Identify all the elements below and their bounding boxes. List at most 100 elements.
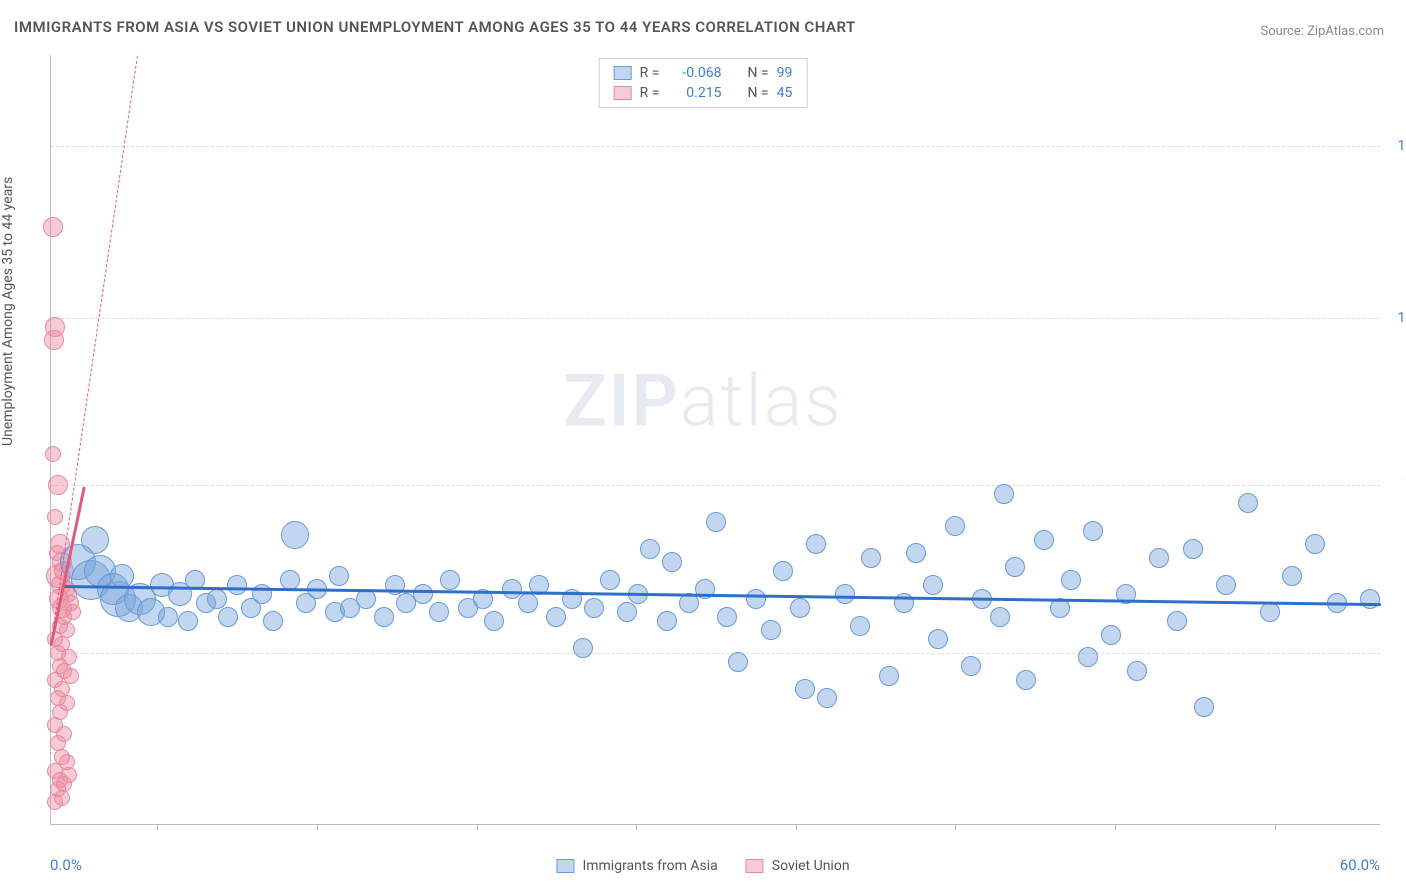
asia-point xyxy=(706,512,726,532)
asia-point xyxy=(1167,611,1187,631)
asia-point xyxy=(790,598,810,618)
gridline xyxy=(51,653,1380,654)
x-tick xyxy=(796,824,797,830)
asia-point xyxy=(429,602,449,622)
y-tick-label: 3.8% xyxy=(1385,645,1406,661)
asia-point xyxy=(1005,557,1025,577)
stats-row: R =-0.068N =99 xyxy=(600,63,807,83)
asia-point xyxy=(906,543,926,563)
asia-point xyxy=(879,666,899,686)
chart-title: IMMIGRANTS FROM ASIA VS SOVIET UNION UNE… xyxy=(14,18,856,36)
soviet-point xyxy=(45,446,61,462)
asia-point xyxy=(573,638,593,658)
x-max-label: 60.0% xyxy=(1340,856,1380,874)
x-tick xyxy=(477,824,478,830)
stat-n-label: N = xyxy=(747,65,768,81)
asia-point xyxy=(1101,625,1121,645)
asia-point xyxy=(923,575,943,595)
asia-point xyxy=(850,616,870,636)
asia-point xyxy=(218,607,238,627)
stat-r-value: -0.068 xyxy=(667,65,721,81)
x-tick xyxy=(1275,824,1276,830)
asia-point xyxy=(773,561,793,581)
soviet-point xyxy=(65,604,81,620)
legend-swatch xyxy=(614,66,632,80)
asia-point xyxy=(717,607,737,627)
gridline xyxy=(51,485,1380,486)
legend-swatch xyxy=(556,859,574,873)
source-label: Source: ZipAtlas.com xyxy=(1260,24,1384,39)
stat-r-value: 0.215 xyxy=(667,85,721,101)
x-min-label: 0.0% xyxy=(50,856,82,874)
x-tick xyxy=(157,824,158,830)
asia-point xyxy=(546,607,566,627)
asia-point xyxy=(178,611,198,631)
asia-point xyxy=(1183,539,1203,559)
legend-label: Immigrants from Asia xyxy=(582,858,717,874)
asia-point xyxy=(746,589,766,609)
asia-point xyxy=(1194,697,1214,717)
bottom-legend: Immigrants from Asia Soviet Union xyxy=(556,858,849,874)
asia-point xyxy=(374,607,394,627)
stat-r-label: R = xyxy=(640,85,660,101)
asia-point xyxy=(1216,575,1236,595)
asia-point xyxy=(761,620,781,640)
x-tick xyxy=(636,824,637,830)
asia-point xyxy=(329,566,349,586)
asia-point xyxy=(81,526,109,554)
y-tick-label: 7.5% xyxy=(1385,477,1406,493)
asia-point xyxy=(945,516,965,536)
asia-point xyxy=(806,534,826,554)
asia-point xyxy=(961,656,981,676)
asia-point xyxy=(662,552,682,572)
x-tick xyxy=(1115,824,1116,830)
asia-point xyxy=(990,607,1010,627)
asia-point xyxy=(861,548,881,568)
legend-swatch xyxy=(614,86,632,100)
asia-point xyxy=(994,484,1014,504)
asia-point xyxy=(158,607,178,627)
stats-row: R =0.215N =45 xyxy=(600,83,807,103)
gridline xyxy=(51,146,1380,147)
legend-swatch xyxy=(746,859,764,873)
asia-point xyxy=(1016,670,1036,690)
asia-point xyxy=(657,611,677,631)
asia-point xyxy=(835,584,855,604)
soviet-point xyxy=(44,330,64,350)
asia-point xyxy=(795,679,815,699)
soviet-point xyxy=(54,790,70,806)
stats-legend: R =-0.068N =99R =0.215N =45 xyxy=(599,58,808,108)
asia-point xyxy=(1078,647,1098,667)
asia-point xyxy=(263,611,283,631)
soviet-point xyxy=(47,509,63,525)
asia-point xyxy=(440,570,460,590)
plot-area: 15.0%11.2%7.5%3.8% xyxy=(50,55,1380,825)
asia-point xyxy=(1282,566,1302,586)
asia-point xyxy=(518,593,538,613)
asia-point xyxy=(1305,534,1325,554)
y-tick-label: 15.0% xyxy=(1385,138,1406,154)
legend-label: Soviet Union xyxy=(772,858,850,874)
y-tick-label: 11.2% xyxy=(1385,310,1406,326)
asia-point xyxy=(728,652,748,672)
asia-point xyxy=(817,688,837,708)
asia-point xyxy=(584,598,604,618)
y-axis-label: Unemployment Among Ages 35 to 44 years xyxy=(0,177,16,446)
asia-point xyxy=(1127,661,1147,681)
asia-point xyxy=(413,584,433,604)
asia-point xyxy=(207,589,227,609)
legend-item: Immigrants from Asia xyxy=(556,858,717,874)
asia-point xyxy=(1061,570,1081,590)
asia-point xyxy=(1149,548,1169,568)
asia-point xyxy=(928,629,948,649)
asia-point xyxy=(1083,521,1103,541)
legend-item: Soviet Union xyxy=(746,858,850,874)
x-tick xyxy=(317,824,318,830)
asia-point xyxy=(1238,493,1258,513)
asia-point xyxy=(617,602,637,622)
asia-point xyxy=(484,611,504,631)
soviet-point xyxy=(48,475,68,495)
asia-point xyxy=(640,539,660,559)
asia-point xyxy=(1034,530,1054,550)
asia-point xyxy=(227,575,247,595)
